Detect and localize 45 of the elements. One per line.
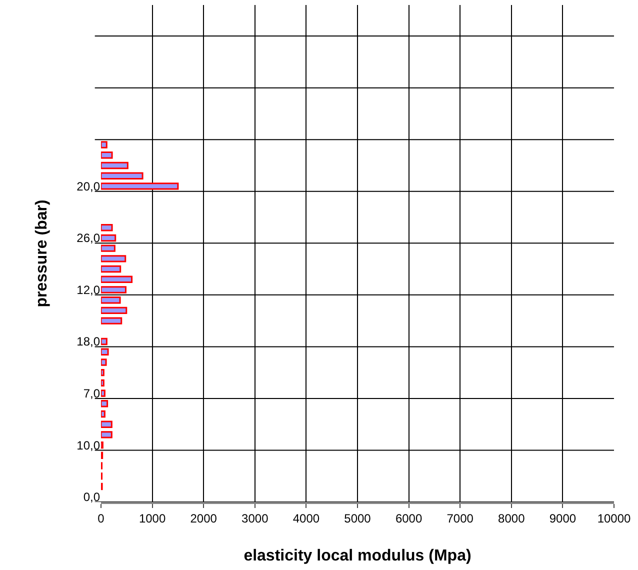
bar <box>101 410 106 418</box>
bar <box>101 141 108 148</box>
x-tick-label: 10000 <box>597 511 632 526</box>
x-tick-label: 3000 <box>242 511 269 526</box>
y-tick-label: 18,0 <box>76 334 100 349</box>
bar <box>101 182 179 190</box>
bar <box>101 368 104 376</box>
bar <box>101 296 121 304</box>
bar <box>101 338 108 346</box>
bar <box>101 152 113 159</box>
bar <box>101 317 122 324</box>
bar <box>101 306 128 314</box>
bar <box>101 400 108 408</box>
bar <box>101 379 104 387</box>
y-tick-label: 10,0 <box>76 438 100 452</box>
x-tick-label: 1000 <box>138 511 166 526</box>
x-tick-label: 7000 <box>446 511 474 526</box>
y-tick-label: 0,0 <box>83 490 100 504</box>
bar <box>101 224 113 232</box>
bar <box>101 358 107 366</box>
y-tick-label: 7,0 <box>83 386 100 400</box>
y-tick-label: 12,0 <box>76 282 100 297</box>
x-tick-label: 6000 <box>395 511 422 526</box>
bar <box>101 162 128 170</box>
bar <box>101 172 144 180</box>
bar <box>101 234 116 242</box>
y-tick-label: 26,0 <box>76 231 100 246</box>
bar <box>101 431 112 438</box>
bar <box>101 276 133 283</box>
x-tick-label: 4000 <box>292 511 320 526</box>
x-tick-label: 5000 <box>344 511 372 526</box>
y-tick-label: 20,0 <box>76 179 100 194</box>
x-tick-label: 9000 <box>549 511 576 526</box>
x-tick-label: 2000 <box>190 511 218 526</box>
bar <box>101 420 112 428</box>
bar <box>101 390 106 397</box>
bar <box>101 286 126 294</box>
bar <box>101 348 109 356</box>
x-tick-label: 8000 <box>498 511 526 526</box>
y-axis-title: pressure (bar) <box>34 200 51 308</box>
x-axis-title: elasticity local modulus (Mpa) <box>244 548 472 565</box>
bar <box>101 244 116 252</box>
x-tick-label: 0 <box>98 511 105 526</box>
bar <box>101 265 122 273</box>
bar <box>101 255 126 262</box>
